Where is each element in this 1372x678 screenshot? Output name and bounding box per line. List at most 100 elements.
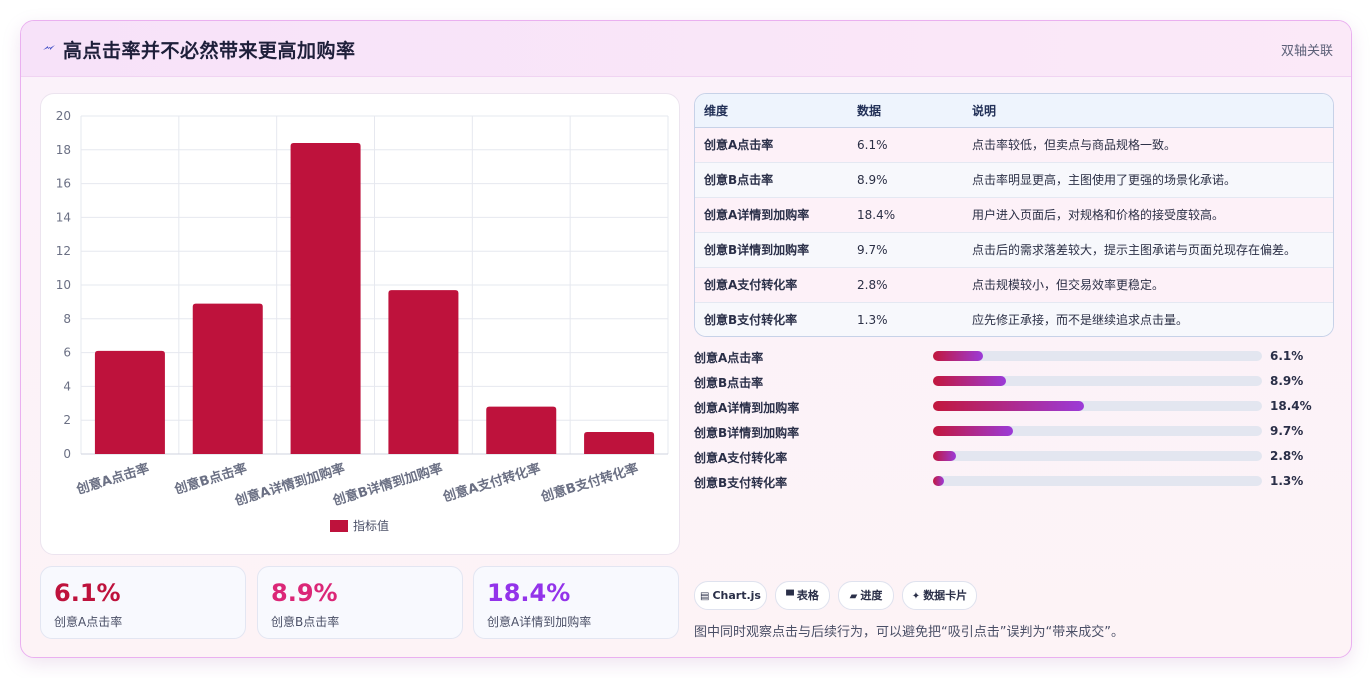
table-row: 创意A点击率 6.1% 点击率较低，但卖点与商品规格一致。 xyxy=(695,127,1333,162)
progress-track xyxy=(933,451,1262,461)
table-cell-value: 8.9% xyxy=(848,161,963,197)
chip-chartjs[interactable]: ▤ Chart.js xyxy=(694,581,767,610)
sparkle-icon: ✦ xyxy=(911,591,921,602)
progress-row: 创意B支付转化率 1.3% xyxy=(694,472,1334,492)
kpi-value: 8.9% xyxy=(271,579,338,607)
table-cell-dimension: 创意B支付转化率 xyxy=(695,301,848,336)
progress-fill xyxy=(933,476,944,486)
progress-label: 创意B点击率 xyxy=(694,376,764,390)
x-tick-label: 创意B点击率 xyxy=(172,461,249,498)
y-tick-label: 8 xyxy=(63,312,71,326)
table-cell-dimension: 创意B点击率 xyxy=(695,161,848,197)
header-badge: 双轴关联 xyxy=(1280,44,1333,59)
table-row: 创意B支付转化率 1.3% 应先修正承接，而不是继续追求点击量。 xyxy=(695,301,1333,336)
table-cell-value: 18.4% xyxy=(848,196,963,232)
y-tick-label: 16 xyxy=(56,177,71,191)
y-tick-label: 6 xyxy=(63,346,71,360)
bar xyxy=(584,432,655,454)
y-tick-label: 18 xyxy=(56,143,71,157)
table-cell-dimension: 创意A支付转化率 xyxy=(695,266,848,302)
chart-icon: ▤ xyxy=(700,591,710,602)
chip-data-cards[interactable]: ✦ 数据卡片 xyxy=(902,581,977,610)
column-header: 说明 xyxy=(963,94,1333,128)
progress-value: 2.8% xyxy=(1270,449,1304,463)
progress-fill xyxy=(933,426,1013,436)
bar xyxy=(388,290,459,454)
x-tick-label: 创意A支付转化率 xyxy=(440,461,542,506)
y-tick-label: 14 xyxy=(56,210,71,224)
progress-fill xyxy=(933,401,1085,411)
progress-row: 创意A支付转化率 2.8% xyxy=(694,447,1334,467)
bar xyxy=(192,303,263,454)
kpi-value: 6.1% xyxy=(54,579,121,607)
progress-label: 创意A详情到加购率 xyxy=(694,401,800,415)
table-cell-dimension: 创意B详情到加购率 xyxy=(695,231,848,267)
progress-row: 创意A详情到加购率 18.4% xyxy=(694,397,1334,417)
table-row: 创意A支付转化率 2.8% 点击规模较小，但交易效率更稳定。 xyxy=(695,266,1333,302)
table-cell-dimension: 创意A详情到加购率 xyxy=(695,196,848,232)
progress-fill xyxy=(933,451,957,461)
y-tick-label: 0 xyxy=(63,447,71,461)
legend-label: 指标值 xyxy=(353,518,389,533)
kpi-label: 创意A详情到加购率 xyxy=(487,615,592,629)
progress-value: 18.4% xyxy=(1270,399,1312,413)
progress-label: 创意A支付转化率 xyxy=(694,451,788,465)
kpi-card: 18.4% 创意A详情到加购率 xyxy=(473,566,679,639)
progress-row: 创意B点击率 8.9% xyxy=(694,372,1334,392)
bar xyxy=(486,406,557,454)
lightning-icon xyxy=(43,45,55,50)
table-row: 创意A详情到加购率 18.4% 用户进入页面后，对规格和价格的接受度较高。 xyxy=(695,196,1333,232)
y-tick-label: 12 xyxy=(56,244,71,258)
progress-label: 创意A点击率 xyxy=(694,351,764,365)
x-tick-label: 创意B支付转化率 xyxy=(538,461,640,506)
table-cell-dimension: 创意A点击率 xyxy=(704,138,774,152)
progress-track xyxy=(933,476,1262,486)
y-tick-label: 2 xyxy=(63,413,71,427)
y-tick-label: 4 xyxy=(63,379,71,393)
progress-value: 6.1% xyxy=(1270,349,1304,363)
table-cell-value: 1.3% xyxy=(848,301,963,336)
metrics-table-panel: 维度 数据 说明 创意A点击率 6.1% 点击率较低，但卖点与商品规格一致。 创… xyxy=(694,93,1334,337)
chip-table[interactable]: ▀ 表格 xyxy=(775,581,830,610)
chip-label: 进度 xyxy=(860,589,883,602)
progress-value: 1.3% xyxy=(1270,474,1304,488)
table-cell-note: 点击率明显更高，主图使用了更强的场景化承诺。 xyxy=(963,161,1333,197)
table-cell-note: 点击后的需求落差较大，提示主图承诺与页面兑现存在偏差。 xyxy=(963,231,1333,267)
x-tick-label: 创意A详情到加购率 xyxy=(232,461,347,510)
progress-label: 创意B详情到加购率 xyxy=(694,426,800,440)
table-row: 创意B详情到加购率 9.7% 点击后的需求落差较大，提示主图承诺与页面兑现存在偏… xyxy=(695,231,1333,267)
progress-fill xyxy=(933,351,984,361)
progress-label: 创意B支付转化率 xyxy=(694,476,788,490)
chip-progress[interactable]: ▰ 进度 xyxy=(838,581,894,610)
bar xyxy=(290,143,361,454)
y-tick-label: 20 xyxy=(56,109,71,123)
kpi-label: 创意A点击率 xyxy=(54,615,123,629)
chip-label: 数据卡片 xyxy=(923,589,968,602)
table-cell-value: 6.1% xyxy=(857,137,888,152)
card-header: 高点击率并不必然带来更高加购率 双轴关联 xyxy=(21,21,1351,77)
legend-swatch xyxy=(330,520,348,532)
progress-row: 创意B详情到加购率 9.7% xyxy=(694,422,1334,442)
progress-row: 创意A点击率 6.1% xyxy=(694,347,1334,367)
table-header-row: 维度 数据 说明 xyxy=(695,94,1333,128)
kpi-card: 8.9% 创意B点击率 xyxy=(257,566,463,639)
footnote: 图中同时观察点击与后续行为，可以避免把“吸引点击”误判为“带来成交”。 xyxy=(694,625,1124,640)
page-title: 高点击率并不必然带来更高加购率 xyxy=(63,40,356,62)
progress-track xyxy=(933,401,1262,411)
bar-chart-panel: 0 2 4 6 8 10 12 14 16 18 20 创意A点击率 创意B点击率 创意A详情到加购率 创意… xyxy=(40,93,680,555)
x-tick-label: 创意A点击率 xyxy=(74,461,151,499)
table-cell-note: 点击率较低，但卖点与商品规格一致。 xyxy=(972,138,1177,152)
progress-value: 9.7% xyxy=(1270,424,1304,438)
dashboard-card: 高点击率并不必然带来更高加购率 双轴关联 0 2 4 6 8 10 12 14 16 18 20 创意… xyxy=(20,20,1352,658)
progress-track xyxy=(933,376,1262,386)
table-cell-value: 9.7% xyxy=(848,231,963,267)
progress-value: 8.9% xyxy=(1270,374,1304,388)
table-cell-note: 应先修正承接，而不是继续追求点击量。 xyxy=(963,301,1333,336)
table-row: 创意B点击率 8.9% 点击率明显更高，主图使用了更强的场景化承诺。 xyxy=(695,161,1333,197)
kpi-value: 18.4% xyxy=(487,579,571,607)
metrics-table: 维度 数据 说明 创意A点击率 6.1% 点击率较低，但卖点与商品规格一致。 创… xyxy=(695,94,1333,336)
y-tick-label: 10 xyxy=(56,278,71,292)
chip-label: Chart.js xyxy=(712,589,761,602)
bar xyxy=(94,350,165,454)
column-header: 维度 xyxy=(695,94,848,128)
